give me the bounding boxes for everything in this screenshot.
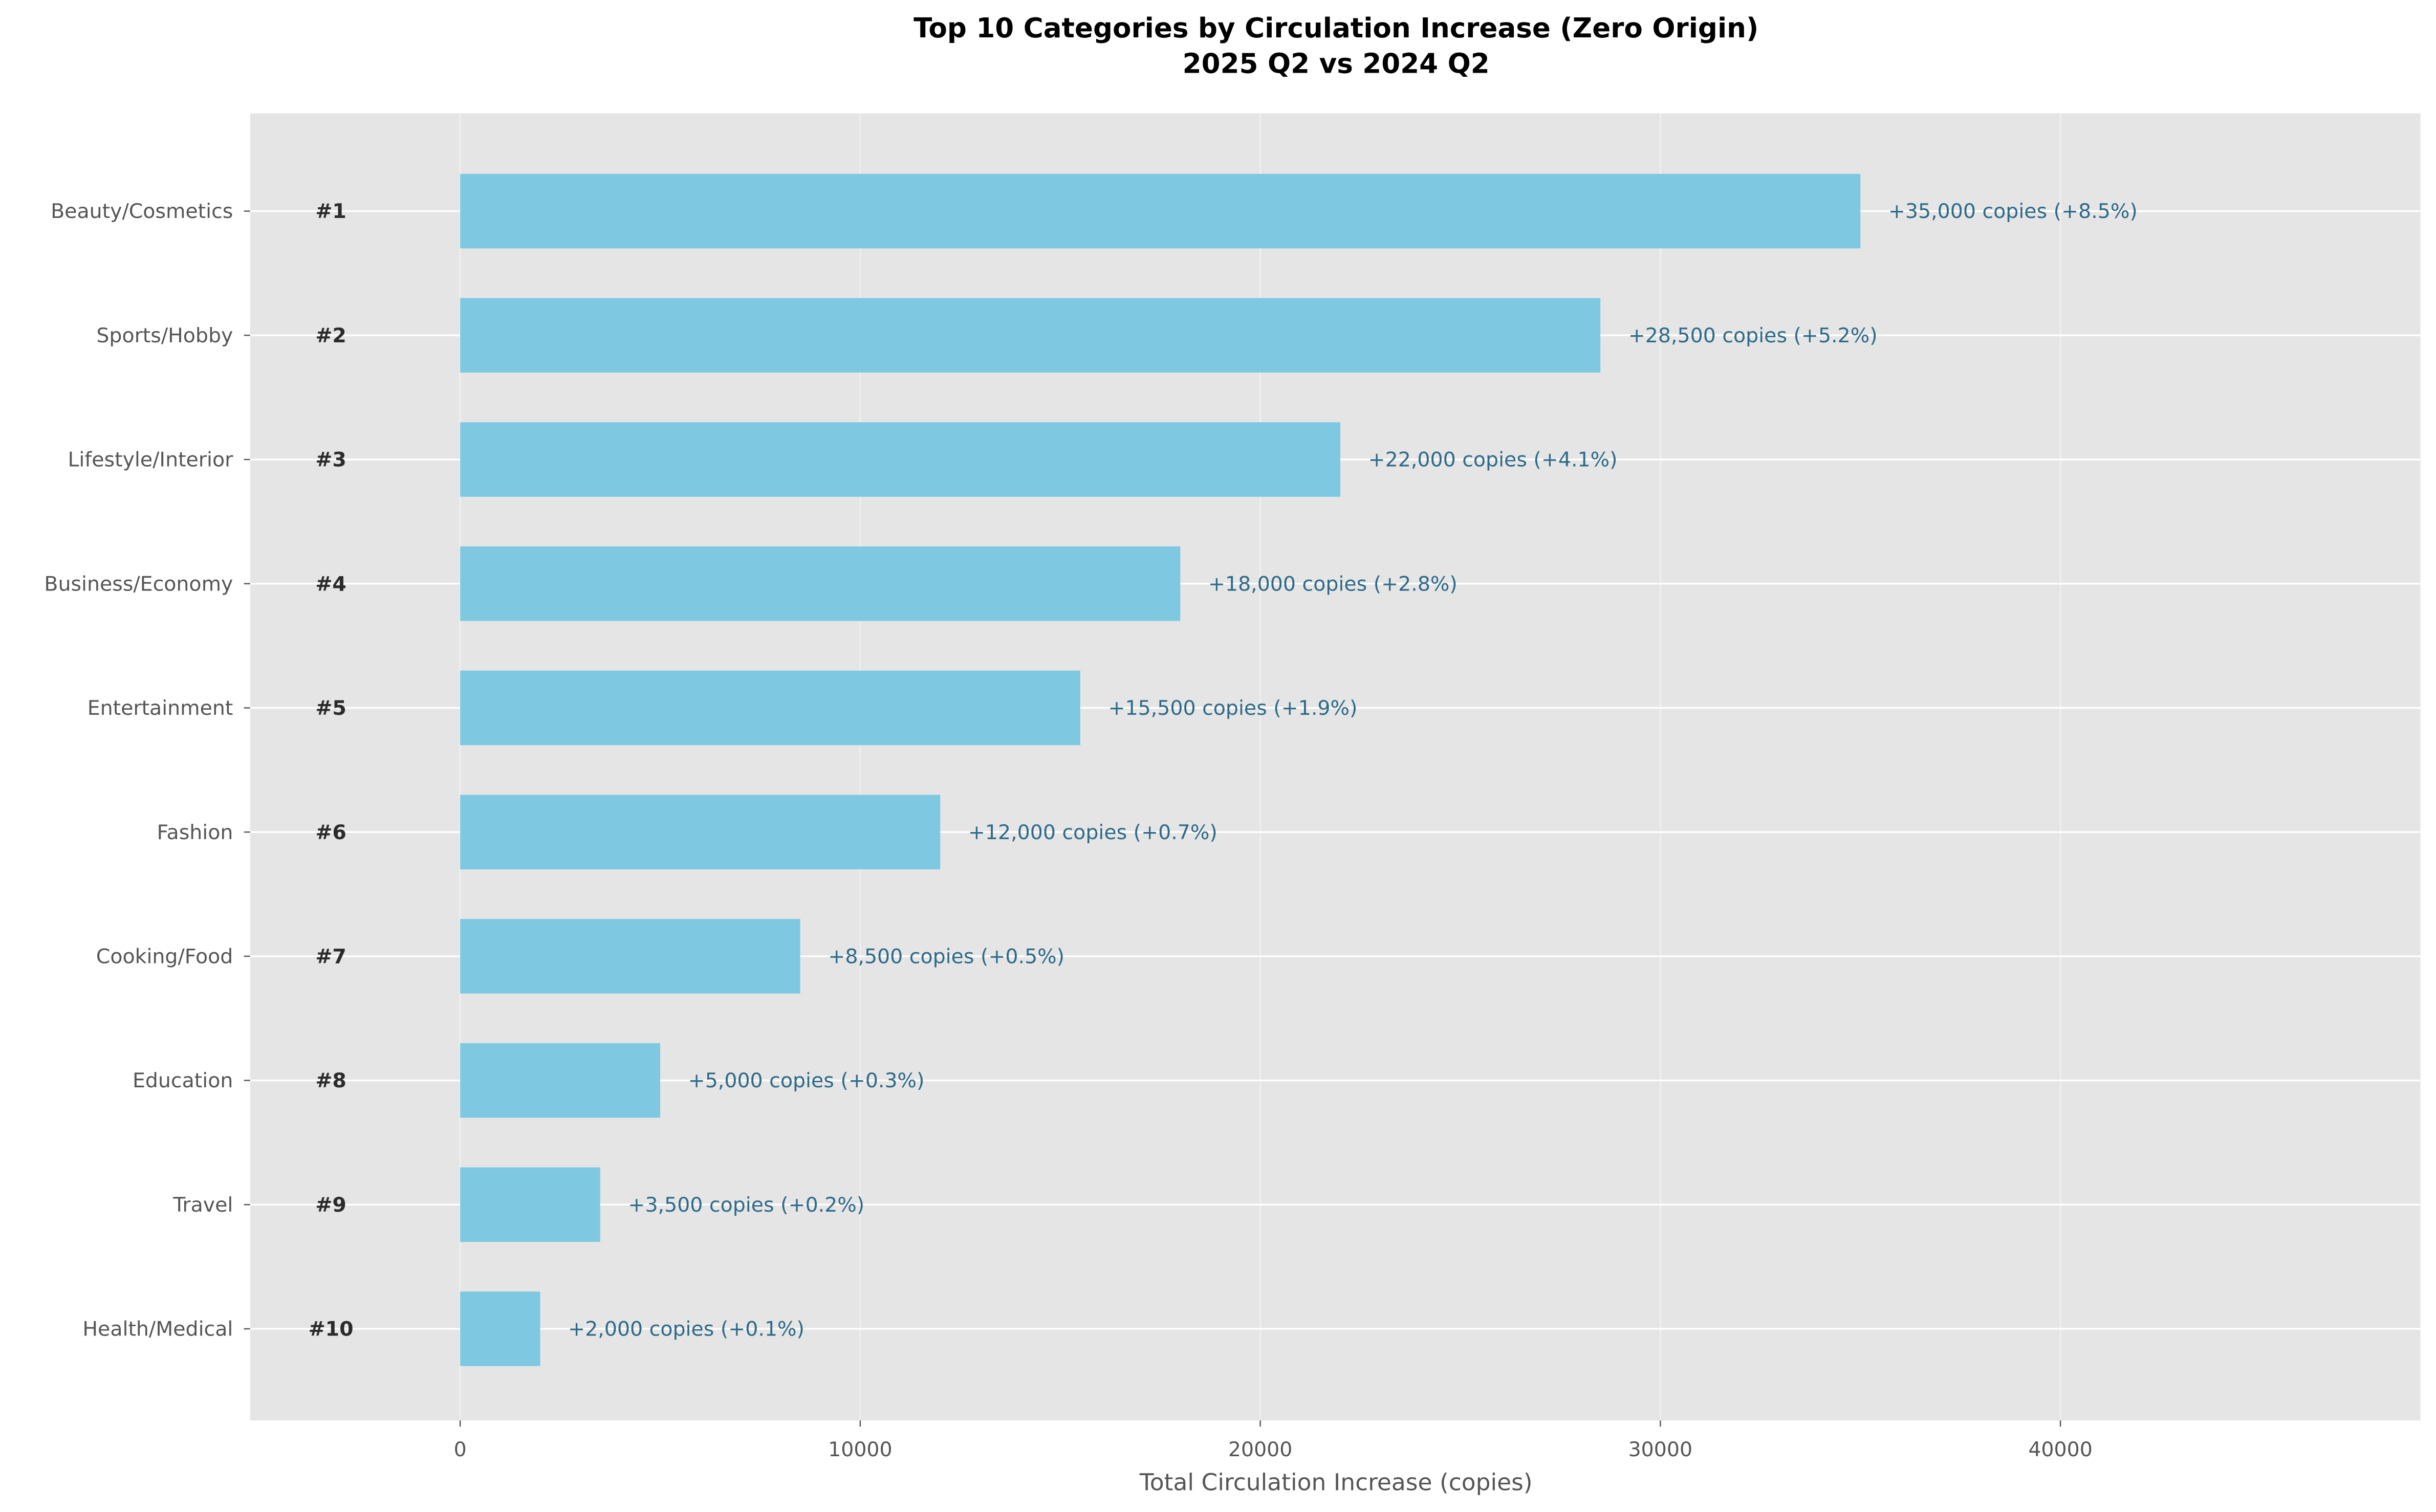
rank-label: #1 xyxy=(315,200,346,223)
x-tick-label: 0 xyxy=(454,1438,467,1461)
rank-label: #8 xyxy=(315,1069,346,1092)
rank-label: #7 xyxy=(315,945,346,969)
value-label: +28,500 copies (+5.2%) xyxy=(1628,324,1878,347)
x-tick-label: 30000 xyxy=(1628,1438,1693,1461)
bar xyxy=(460,919,800,994)
value-label: +5,000 copies (+0.3%) xyxy=(688,1069,925,1092)
y-tick-label: Business/Economy xyxy=(44,572,233,596)
rank-label: #5 xyxy=(315,696,346,720)
y-tick-label: Fashion xyxy=(157,821,233,844)
x-axis-label: Total Circulation Increase (copies) xyxy=(1139,1469,1533,1496)
bar xyxy=(460,1043,661,1118)
bar xyxy=(460,670,1080,746)
y-tick-label: Beauty/Cosmetics xyxy=(51,200,233,223)
bar xyxy=(460,173,1861,249)
x-tick-label: 40000 xyxy=(2028,1438,2093,1461)
y-tick-label: Sports/Hobby xyxy=(96,324,233,347)
y-tick-label: Cooking/Food xyxy=(96,945,233,969)
value-label: +3,500 copies (+0.2%) xyxy=(628,1193,864,1217)
y-tick-label: Lifestyle/Interior xyxy=(68,448,233,472)
rank-label: #9 xyxy=(315,1193,346,1217)
bar xyxy=(460,795,941,869)
value-label: +22,000 copies (+4.1%) xyxy=(1368,448,1618,472)
chart-title: Top 10 Categories by Circulation Increas… xyxy=(913,12,1758,44)
rank-label: #4 xyxy=(315,572,346,596)
y-tick-label: Education xyxy=(133,1069,233,1092)
value-label: +8,500 copies (+0.5%) xyxy=(828,945,1064,969)
bar xyxy=(460,1291,540,1366)
rank-label: #3 xyxy=(315,448,346,472)
bar xyxy=(460,298,1601,373)
value-label: +12,000 copies (+0.7%) xyxy=(968,821,1217,844)
value-label: +18,000 copies (+2.8%) xyxy=(1208,572,1458,596)
x-tick-label: 10000 xyxy=(828,1438,893,1461)
rank-label: #2 xyxy=(315,324,346,347)
y-tick-label: Travel xyxy=(172,1193,233,1217)
x-tick-label: 20000 xyxy=(1228,1438,1293,1461)
y-tick-label: Health/Medical xyxy=(82,1318,233,1341)
rank-label: #6 xyxy=(315,821,346,844)
chart-subtitle: 2025 Q2 vs 2024 Q2 xyxy=(1183,48,1490,80)
rank-label: #10 xyxy=(309,1318,354,1341)
y-tick-label: Entertainment xyxy=(88,696,233,720)
bar xyxy=(460,546,1181,621)
value-label: +2,000 copies (+0.1%) xyxy=(568,1318,804,1341)
bar xyxy=(460,422,1340,497)
value-label: +15,500 copies (+1.9%) xyxy=(1108,696,1357,720)
value-label: +35,000 copies (+8.5%) xyxy=(1888,200,2138,223)
bar xyxy=(460,1167,600,1242)
